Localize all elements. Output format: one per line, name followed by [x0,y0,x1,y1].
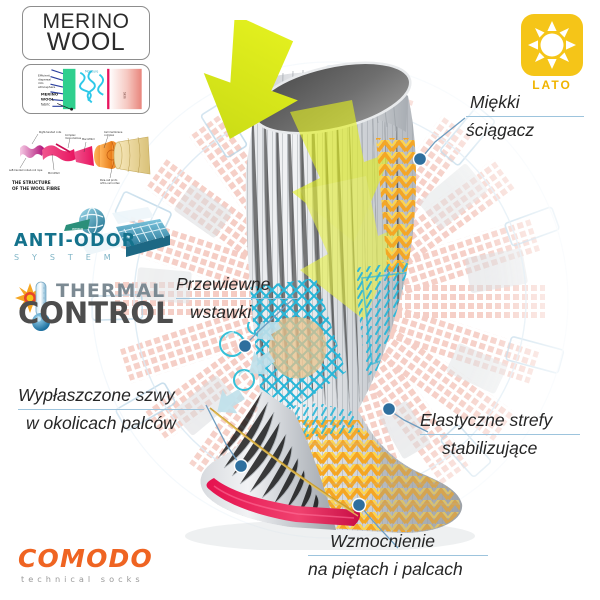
svg-text:Para-cell proto: Para-cell proto [100,179,118,182]
svg-text:into: into [38,81,44,85]
callout-elastic-zones-line2: stabilizujące [442,438,538,458]
svg-text:atmosphere: atmosphere [38,85,55,89]
anti-odor-system-badge: PREMIUM ANTI-ODOR S Y S T E M [8,205,183,271]
leader-dot-vent [237,338,253,354]
callout-elastic-zones-line1: Elastyczne strefy [420,410,553,430]
breathability-airflow-motif [217,322,282,414]
callout-reinforcement-line2: na piętach i palcach [308,559,463,579]
mesh-ventilation-panel [244,278,346,424]
wool-fibre-structure-diagram: Right-handed coils Left-handed coiled-co… [8,122,168,194]
flat-seam-line [209,407,359,517]
merino-badge-line2: WOOL [46,28,126,57]
svg-text:Efficient: Efficient [38,74,51,78]
comodo-logo: COMODO technical socks [18,544,153,584]
leader-dot-seams [233,458,249,474]
callout-rule [466,116,584,117]
svg-text:Right-handed coils: Right-handed coils [39,131,62,134]
merino-badge-line1: MERINO [42,9,130,33]
callout-flat-toe-seams-line1: Wypłaszczone szwy [18,385,175,405]
svg-text:ortho-cell cortex: ortho-cell cortex [100,182,120,185]
svg-text:PREMIUM: PREMIUM [72,228,83,231]
callout-soft-cuff: Miękki ściągacz [466,92,584,141]
control-word: CONTROL [18,296,174,330]
callout-flat-toe-seams: Wypłaszczone szwy w okolicach palców [18,385,204,434]
svg-text:THE STRUCTURE: THE STRUCTURE [12,180,51,185]
svg-text:MERINO: MERINO [41,92,59,97]
svg-text:dispersal: dispersal [38,77,51,81]
callout-breathable-inserts-line1: Przewiewne [176,274,271,294]
callout-breathable-inserts-line2: wstawki [190,302,252,322]
callout-rule [308,555,488,556]
thermal-control-badge: THERMAL CONTROL [10,278,180,334]
sun-icon [528,21,576,69]
sole-edge [206,478,361,526]
svg-text:OF THE WOOL FIBRE: OF THE WOOL FIBRE [12,186,60,191]
leader-dot-cuff [412,151,428,167]
season-label: LATO [532,78,572,92]
svg-text:complex: complex [104,134,115,137]
callout-rule [176,298,298,299]
callout-elastic-stabilizing-zones: Elastyczne strefy stabilizujące [420,410,580,459]
svg-text:Microfibril: Microfibril [48,172,60,175]
svg-text:micro-helices: micro-helices [65,137,82,140]
callout-heel-toe-reinforcement: Wzmocnienie na piętach i palcach [308,531,488,580]
svg-text:Macrofibril: Macrofibril [82,138,95,141]
airflow-arrow-icon [203,20,298,139]
merino-wool-fabric-diagram: MERINO WOOL fabric Efficient dispersal i… [22,64,150,114]
svg-text:Left-handed coiled-coil rope: Left-handed coiled-coil rope [9,169,43,172]
svg-text:Moisture: Moisture [85,70,98,74]
thermal-word: THERMAL [56,280,166,302]
anti-odor-subtitle: S Y S T E M [14,253,116,262]
svg-text:Skin: Skin [122,92,126,99]
season-summer-badge [521,14,583,76]
sock-illustration [185,20,475,550]
leader-dot-elastic [381,401,397,417]
callout-soft-cuff-line2: ściągacz [466,120,535,140]
merino-wool-badge: MERINO WOOL [22,6,150,60]
svg-text:fabric: fabric [41,102,50,106]
callout-soft-cuff-line1: Miękki [470,92,520,112]
svg-text:Complex: Complex [65,134,76,137]
brand-name: COMODO [18,544,153,573]
leader-dot-reinforce [351,497,367,513]
callout-breathable-inserts: Przewiewne wstawki [176,274,298,323]
anti-odor-title: ANTI-ODOR [14,231,137,251]
svg-text:Cell membrane: Cell membrane [104,131,123,134]
callout-flat-toe-seams-line2: w okolicach palców [26,413,176,433]
callout-rule [18,409,204,410]
callout-reinforcement-line1: Wzmocnienie [330,531,436,551]
svg-text:WOOL: WOOL [41,97,55,102]
callout-rule [420,434,580,435]
brand-tagline: technical socks [21,574,144,584]
